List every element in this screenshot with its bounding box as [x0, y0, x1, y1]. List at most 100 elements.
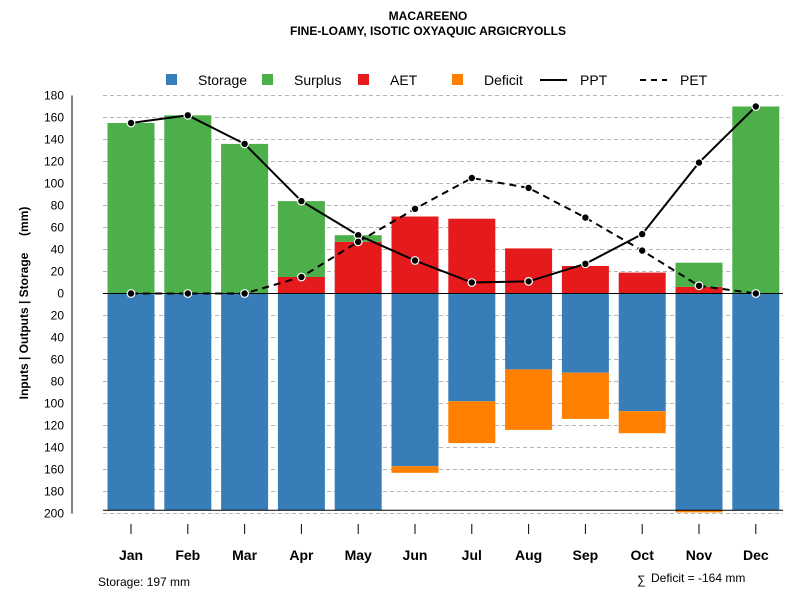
deficit-bar — [391, 466, 439, 473]
storage-bar — [505, 293, 553, 370]
y-tick-label: 140 — [44, 133, 64, 147]
grid — [103, 95, 783, 514]
pet-point — [751, 289, 761, 298]
deficit-bar — [561, 372, 609, 419]
y-tick-label: 120 — [44, 419, 64, 433]
ppt-point — [297, 196, 306, 206]
legend-label: PET — [680, 72, 708, 88]
pet-point — [353, 237, 363, 247]
x-tick-label: Dec — [743, 547, 769, 563]
ppt-point — [410, 256, 420, 265]
legend-label: Surplus — [294, 72, 341, 88]
y-tick-label: 160 — [44, 463, 64, 477]
ppt-point — [126, 118, 136, 128]
ppt-point — [467, 278, 477, 287]
storage-bar — [675, 293, 723, 511]
storage-bar — [561, 293, 609, 373]
x-tick-label: Nov — [686, 547, 713, 563]
y-tick-label: 20 — [51, 265, 65, 279]
legend-swatch — [452, 74, 463, 85]
aet-bar — [391, 216, 439, 294]
storage-bar — [391, 293, 439, 467]
storage-bar — [334, 293, 382, 511]
surplus-bar — [277, 201, 325, 277]
chart-subtitle: FINE-LOAMY, ISOTIC OXYAQUIC ARGICRYOLLS — [290, 24, 566, 38]
y-tick-label: 120 — [44, 155, 64, 169]
deficit-bar — [448, 401, 496, 444]
storage-bar — [732, 293, 780, 511]
x-tick-label: Oct — [631, 547, 655, 563]
bars — [107, 106, 780, 513]
x-tick-label: Mar — [232, 547, 257, 563]
pet-line — [131, 176, 756, 295]
legend-swatch — [262, 74, 273, 85]
footer-deficit: Deficit = -164 mm — [651, 571, 745, 585]
surplus-bar — [107, 123, 155, 294]
y-tick-label: 140 — [44, 441, 64, 455]
ppt-point — [240, 139, 250, 149]
pet-point — [581, 213, 590, 223]
aet-bar — [334, 241, 382, 294]
y-tick-label: 60 — [51, 353, 65, 367]
storage-bar — [618, 293, 666, 412]
y-tick-label: 40 — [51, 331, 65, 345]
deficit-bar — [505, 369, 553, 430]
y-tick-label: 100 — [44, 397, 64, 411]
pet-point — [694, 281, 704, 291]
ppt-point — [751, 102, 761, 111]
storage-bar — [277, 293, 325, 511]
y-tick-label: 60 — [51, 221, 65, 235]
pet-point — [240, 289, 250, 298]
y-axis-label: Inputs | Outputs | Storage (mm) — [17, 207, 31, 400]
ppt-point — [637, 229, 647, 239]
aet-bar — [675, 286, 723, 294]
ppt-point — [694, 158, 704, 168]
storage-bar — [164, 293, 212, 511]
chart-title: MACAREENO — [389, 9, 468, 23]
pet-point — [183, 289, 193, 298]
legend-label: AET — [390, 72, 418, 88]
y-tick-label: 180 — [44, 89, 64, 103]
surplus-bar — [221, 143, 269, 294]
ppt-point — [581, 259, 590, 269]
y-tick-label: 40 — [51, 243, 65, 257]
surplus-bar — [732, 106, 780, 294]
y-tick-label: 0 — [57, 287, 64, 301]
sum-symbol: ∑ — [637, 573, 646, 587]
ppt-point — [183, 110, 193, 120]
y-tick-label: 80 — [51, 199, 65, 213]
pet-point — [297, 272, 306, 282]
legend-swatch — [358, 74, 369, 85]
x-tick-label: Feb — [175, 547, 200, 563]
y-tick-label: 180 — [44, 485, 64, 499]
x-tick-label: Jun — [403, 547, 428, 563]
aet-bar — [505, 248, 553, 294]
pet-point — [410, 204, 420, 214]
legend-label: Storage — [198, 72, 247, 88]
legend-swatch — [166, 74, 177, 85]
y-tick-label: 100 — [44, 177, 64, 191]
x-tick-label: Apr — [289, 547, 314, 563]
aet-bar — [561, 266, 609, 294]
x-tick-label: Sep — [573, 547, 599, 563]
pet-point — [524, 183, 533, 193]
legend: Storage Surplus AET Deficit PPT PET — [166, 72, 708, 88]
lines — [126, 102, 761, 298]
pet-point — [126, 289, 136, 298]
x-tick-label: May — [345, 547, 372, 563]
footer-storage: Storage: 197 mm — [98, 575, 190, 589]
aet-bar — [618, 272, 666, 294]
surplus-bar — [164, 115, 212, 294]
storage-bar — [107, 293, 155, 511]
pet-point — [467, 173, 477, 183]
storage-bar — [221, 293, 269, 511]
deficit-bar — [675, 510, 723, 513]
legend-label: PPT — [580, 72, 608, 88]
storage-bar — [448, 293, 496, 402]
pet-point — [637, 246, 647, 256]
ppt-point — [524, 277, 533, 286]
x-tick-label: Jul — [462, 547, 482, 563]
axes: 1801601401201008060402002040608010012014… — [44, 89, 783, 563]
x-tick-label: Aug — [515, 547, 542, 563]
